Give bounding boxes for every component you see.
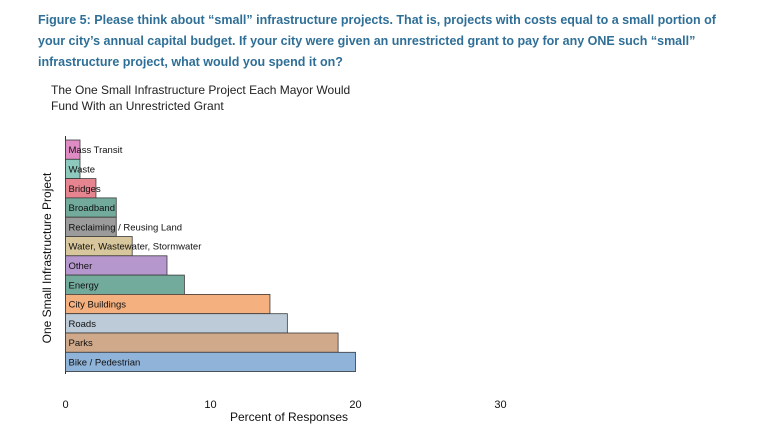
bar-label: Mass Transit (69, 145, 123, 156)
figure-caption: Figure 5: Please think about “small” inf… (38, 13, 716, 69)
x-tick-label: 20 (349, 399, 361, 411)
bar-label: Broadband (69, 203, 115, 214)
bar-label: Other (69, 261, 93, 272)
bar-label: Reclaiming / Reusing Land (69, 222, 183, 233)
x-tick-label: 0 (62, 399, 68, 411)
x-tick-label: 30 (494, 399, 506, 411)
bar-label: Bridges (69, 184, 101, 195)
bar (65, 313, 288, 334)
x-axis-label: Percent of Responses (229, 410, 349, 424)
bar-label: Waste (69, 164, 96, 175)
bar-label: Bike / Pedestrian (69, 357, 141, 368)
bar (65, 332, 339, 353)
bar-label: Energy (69, 280, 99, 291)
bar (65, 351, 356, 372)
x-tick-label: 10 (204, 399, 216, 411)
bar-label: City Buildings (69, 300, 127, 311)
bar-label: Water, Wastewater, Stormwater (69, 242, 202, 253)
bar-label: Roads (69, 319, 97, 330)
chart-title: The One Small Infrastructure Project Eac… (51, 83, 351, 113)
bar-label: Parks (69, 338, 94, 349)
